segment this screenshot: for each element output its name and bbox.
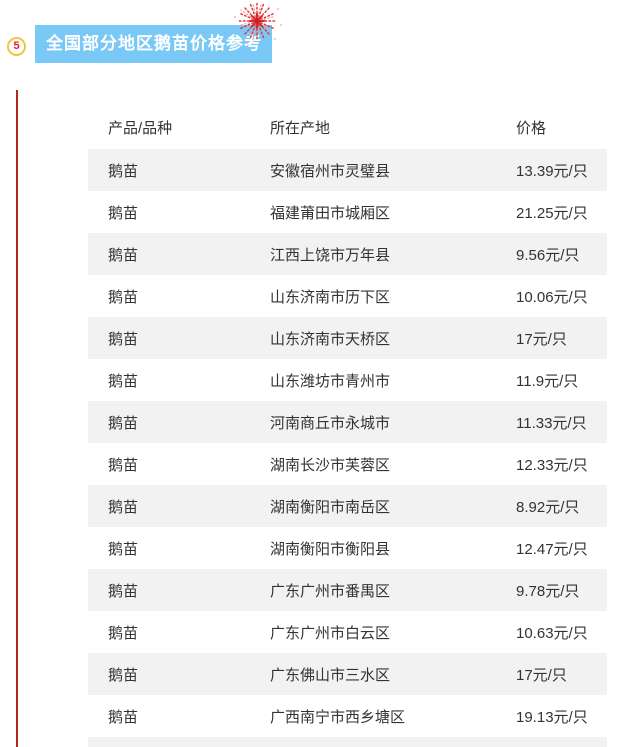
table-row: 鹅苗 广东广州市番禺区 9.78元/只 xyxy=(88,569,607,611)
product-cell: 鹅苗 xyxy=(108,666,139,684)
origin-cell: 山东潍坊市青州市 xyxy=(270,372,391,390)
origin-cell: 广东广州市番禺区 xyxy=(270,582,391,600)
product-cell: 鹅苗 xyxy=(108,288,139,306)
price-cell: 8.92元/只 xyxy=(516,498,580,516)
table-row: 鹅苗 江西上饶市万年县 9.56元/只 xyxy=(88,233,607,275)
origin-cell: 河南商丘市永城市 xyxy=(270,414,391,432)
origin-cell: 湖南衡阳市南岳区 xyxy=(270,498,391,516)
price-cell: 11.9元/只 xyxy=(516,372,579,390)
price-cell: 13.39元/只 xyxy=(516,162,588,180)
table-row: 鹅苗 山东济南市天桥区 17元/只 xyxy=(88,317,607,359)
product-cell: 鹅苗 xyxy=(108,498,139,516)
table-row: 鹅苗 河南商丘市永城市 11.33元/只 xyxy=(88,401,607,443)
origin-cell: 山东济南市天桥区 xyxy=(270,330,391,348)
red-accent-line xyxy=(16,90,18,747)
price-cell: 11.33元/只 xyxy=(516,414,587,432)
column-header-origin: 所在产地 xyxy=(270,120,331,137)
product-cell: 鹅苗 xyxy=(108,540,139,558)
origin-cell: 江西上饶市万年县 xyxy=(270,246,391,264)
origin-cell: 福建莆田市城厢区 xyxy=(270,204,391,222)
product-cell: 鹅苗 xyxy=(108,204,139,222)
price-cell: 9.56元/只 xyxy=(516,246,580,264)
price-table: 产品/品种 所在产地 价格 鹅苗 安徽宿州市灵璧县 13.39元/只 鹅苗 福建… xyxy=(88,106,607,747)
price-cell: 10.06元/只 xyxy=(516,288,588,306)
origin-cell: 湖南衡阳市衡阳县 xyxy=(270,540,391,558)
product-cell: 鹅苗 xyxy=(108,708,139,726)
table-row: 鹅苗 广西南宁市西乡塘区 19.13元/只 xyxy=(88,695,607,737)
product-cell: 鹅苗 xyxy=(108,246,139,264)
table-row: 鹅苗 湖南衡阳市衡阳县 12.47元/只 xyxy=(88,527,607,569)
product-cell: 鹅苗 xyxy=(108,582,139,600)
product-cell: 鹅苗 xyxy=(108,456,139,474)
price-cell: 19.13元/只 xyxy=(516,708,588,726)
column-header-price: 价格 xyxy=(516,120,547,137)
table-row: 鹅苗 安徽宿州市灵璧县 13.39元/只 xyxy=(88,149,607,191)
table-body: 鹅苗 安徽宿州市灵璧县 13.39元/只 鹅苗 福建莆田市城厢区 21.25元/… xyxy=(88,149,607,737)
table-row: 鹅苗 广东佛山市三水区 17元/只 xyxy=(88,653,607,695)
price-cell: 12.47元/只 xyxy=(516,540,588,558)
price-cell: 12.33元/只 xyxy=(516,456,588,474)
table-header-row: 产品/品种 所在产地 价格 xyxy=(88,106,607,149)
origin-cell: 广东佛山市三水区 xyxy=(270,666,391,684)
table-row: 鹅苗 湖南衡阳市南岳区 8.92元/只 xyxy=(88,485,607,527)
price-cell: 10.63元/只 xyxy=(516,624,588,642)
origin-cell: 山东济南市历下区 xyxy=(270,288,391,306)
section-title: 全国部分地区鹅苗价格参考 xyxy=(46,34,262,53)
price-cell: 21.25元/只 xyxy=(516,204,588,222)
product-cell: 鹅苗 xyxy=(108,624,139,642)
table-row: 鹅苗 福建莆田市城厢区 21.25元/只 xyxy=(88,191,607,233)
price-cell: 17元/只 xyxy=(516,330,567,348)
product-cell: 鹅苗 xyxy=(108,330,139,348)
price-cell: 9.78元/只 xyxy=(516,582,580,600)
price-cell: 17元/只 xyxy=(516,666,567,684)
origin-cell: 湖南长沙市芙蓉区 xyxy=(270,456,391,474)
table-row-partial xyxy=(88,737,607,747)
table-row: 鹅苗 山东济南市历下区 10.06元/只 xyxy=(88,275,607,317)
table-row: 鹅苗 广东广州市白云区 10.63元/只 xyxy=(88,611,607,653)
origin-cell: 安徽宿州市灵璧县 xyxy=(270,162,391,180)
column-header-product: 产品/品种 xyxy=(108,120,173,137)
section-title-banner: 全国部分地区鹅苗价格参考 xyxy=(35,25,272,63)
table-row: 鹅苗 湖南长沙市芙蓉区 12.33元/只 xyxy=(88,443,607,485)
section-number-badge: 5 xyxy=(7,37,26,56)
origin-cell: 广东广州市白云区 xyxy=(270,624,391,642)
table-row: 鹅苗 山东潍坊市青州市 11.9元/只 xyxy=(88,359,607,401)
product-cell: 鹅苗 xyxy=(108,372,139,390)
product-cell: 鹅苗 xyxy=(108,162,139,180)
origin-cell: 广西南宁市西乡塘区 xyxy=(270,708,406,726)
product-cell: 鹅苗 xyxy=(108,414,139,432)
